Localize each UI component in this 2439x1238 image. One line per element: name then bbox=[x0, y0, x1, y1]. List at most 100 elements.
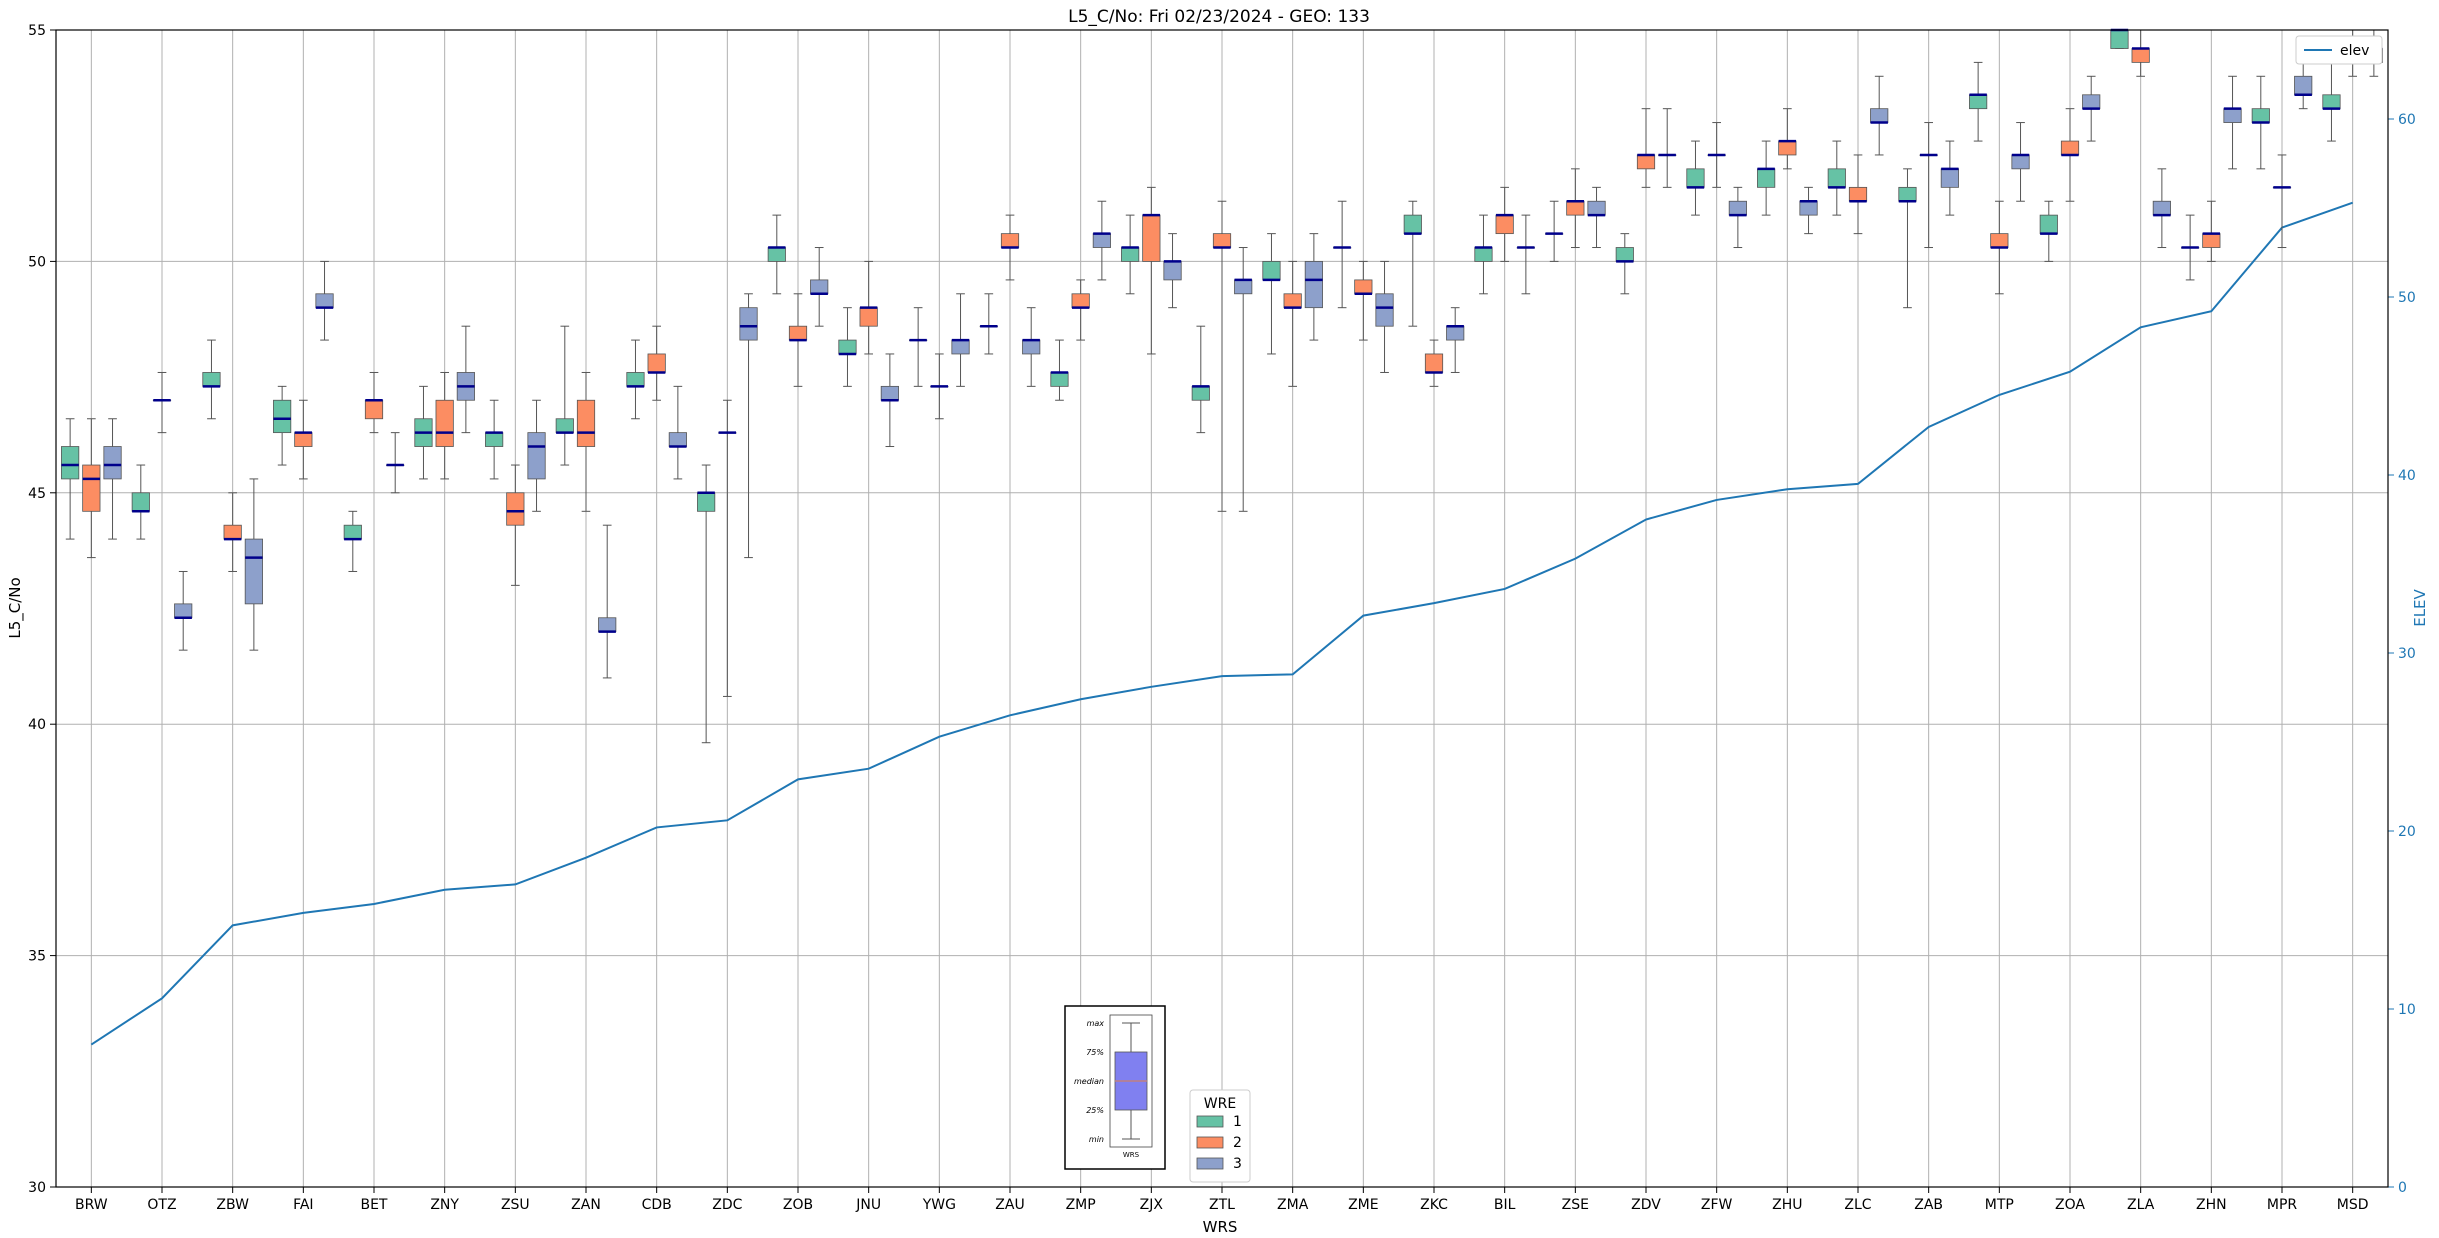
box-iqr bbox=[1050, 372, 1069, 387]
box-wre-2 bbox=[1707, 122, 1726, 188]
box-iqr bbox=[1495, 214, 1514, 235]
box-wre-2 bbox=[152, 371, 172, 434]
box-iqr bbox=[1940, 168, 1959, 188]
box-wre-2 bbox=[2131, 29, 2150, 77]
box-wre-1 bbox=[2110, 28, 2129, 50]
box-iqr bbox=[1615, 247, 1634, 262]
box-iqr bbox=[2011, 154, 2030, 170]
box-wre-2 bbox=[1142, 186, 1161, 355]
box-iqr bbox=[315, 293, 334, 309]
x-tick-label: BET bbox=[360, 1197, 387, 1213]
box-wre-2 bbox=[364, 371, 384, 434]
x-tick-label: ZDC bbox=[712, 1197, 742, 1213]
box-iqr bbox=[244, 538, 263, 605]
box-wre-1 bbox=[1898, 168, 1917, 309]
box-wre-1 bbox=[838, 307, 857, 387]
box-wre-3 bbox=[1375, 260, 1394, 373]
y2-tick-label: 50 bbox=[2398, 290, 2416, 306]
y2-axis-label: ELEV bbox=[2411, 588, 2429, 626]
box-wre-2 bbox=[435, 371, 454, 480]
box-wre-1 bbox=[2322, 61, 2341, 142]
box-wre-2 bbox=[1778, 108, 1797, 170]
box-wre-1 bbox=[1333, 200, 1352, 309]
box-iqr bbox=[1022, 339, 1041, 355]
box-iqr bbox=[294, 432, 313, 447]
box-wre-1 bbox=[273, 385, 292, 466]
x-tick-label: ZSU bbox=[501, 1197, 530, 1213]
box-wre-3 bbox=[2152, 168, 2171, 249]
box-wre-3 bbox=[1234, 247, 1253, 512]
box-iqr bbox=[1403, 214, 1422, 235]
x-tick-label: YWG bbox=[922, 1197, 956, 1213]
box-iqr bbox=[1799, 200, 1818, 216]
box-wre-1 bbox=[202, 339, 221, 420]
box-wre-2 bbox=[576, 371, 596, 512]
box-iqr bbox=[1778, 140, 1797, 156]
box-iqr bbox=[859, 307, 878, 327]
box-iqr bbox=[485, 432, 504, 447]
box-iqr bbox=[527, 432, 546, 480]
box-iqr bbox=[82, 464, 101, 512]
box-iqr bbox=[435, 399, 454, 447]
box-wre-3 bbox=[2011, 122, 2030, 202]
box-iqr bbox=[2294, 75, 2313, 96]
box-iqr bbox=[697, 492, 716, 512]
box-wre-1 bbox=[414, 385, 433, 480]
y-tick-label: 55 bbox=[28, 23, 46, 39]
key-label: median bbox=[1074, 1077, 1104, 1086]
key-label: min bbox=[1089, 1135, 1104, 1144]
box-wre-1 bbox=[697, 464, 716, 744]
box-iqr bbox=[647, 353, 666, 373]
x-tick-label: JNU bbox=[855, 1197, 881, 1213]
x-tick-label: OTZ bbox=[147, 1197, 176, 1213]
box-wre-3 bbox=[810, 247, 829, 327]
box-wre-3 bbox=[1092, 200, 1111, 281]
elev-legend-frame bbox=[2295, 35, 2383, 65]
box-wre-3 bbox=[1870, 75, 1889, 156]
box-iqr bbox=[2223, 108, 2242, 123]
x-tick-label: ZJX bbox=[1140, 1197, 1164, 1213]
box-wre-3 bbox=[1446, 307, 1465, 373]
box-wre-1 bbox=[2181, 214, 2200, 281]
x-tick-label: ZLA bbox=[2127, 1197, 2155, 1213]
box-iqr bbox=[103, 446, 122, 480]
box-wre-3 bbox=[527, 399, 546, 512]
box-iqr bbox=[1848, 186, 1868, 202]
key-caption: WRS bbox=[1123, 1151, 1140, 1159]
x-tick-label: BIL bbox=[1494, 1197, 1516, 1213]
x-tick-label: ZSE bbox=[1562, 1197, 1589, 1213]
box-wre-2 bbox=[1919, 122, 1938, 249]
box-iqr bbox=[2251, 108, 2270, 123]
box-wre-2 bbox=[1354, 260, 1373, 341]
y-tick-label: 50 bbox=[28, 254, 46, 270]
x-tick-label: ZOB bbox=[783, 1197, 813, 1213]
wre-legend-label-3: 3 bbox=[1233, 1156, 1242, 1172]
box-iqr bbox=[598, 617, 617, 633]
box-wre-3 bbox=[1516, 214, 1535, 295]
x-tick-label: FAI bbox=[293, 1197, 313, 1213]
y2-tick-label: 20 bbox=[2398, 824, 2416, 840]
x-tick-label: ZMA bbox=[1277, 1197, 1309, 1213]
box-wre-1 bbox=[1050, 339, 1069, 401]
box-iqr bbox=[1000, 233, 1020, 248]
box-wre-2 bbox=[788, 293, 808, 387]
box-iqr bbox=[61, 446, 80, 480]
box-wre-3 bbox=[386, 432, 405, 494]
y-tick-label: 45 bbox=[28, 486, 46, 502]
box-iqr bbox=[1990, 233, 2009, 248]
box-wre-2 bbox=[2060, 108, 2080, 202]
box-wre-2 bbox=[647, 325, 666, 401]
box-wre-3 bbox=[598, 524, 617, 679]
box-wre-1 bbox=[1545, 200, 1564, 262]
box-wre-2 bbox=[1424, 339, 1444, 387]
wre-legend-label-1: 1 bbox=[1233, 1114, 1242, 1130]
box-wre-3 bbox=[1163, 233, 1182, 309]
x-tick-label: ZMP bbox=[1066, 1197, 1096, 1213]
box-iqr bbox=[1375, 293, 1394, 327]
y2-tick-label: 0 bbox=[2398, 1180, 2407, 1196]
elev-line-layer bbox=[90, 201, 2353, 1046]
box-iqr bbox=[273, 399, 292, 434]
box-iqr bbox=[2152, 200, 2171, 216]
box-iqr bbox=[1354, 279, 1373, 295]
